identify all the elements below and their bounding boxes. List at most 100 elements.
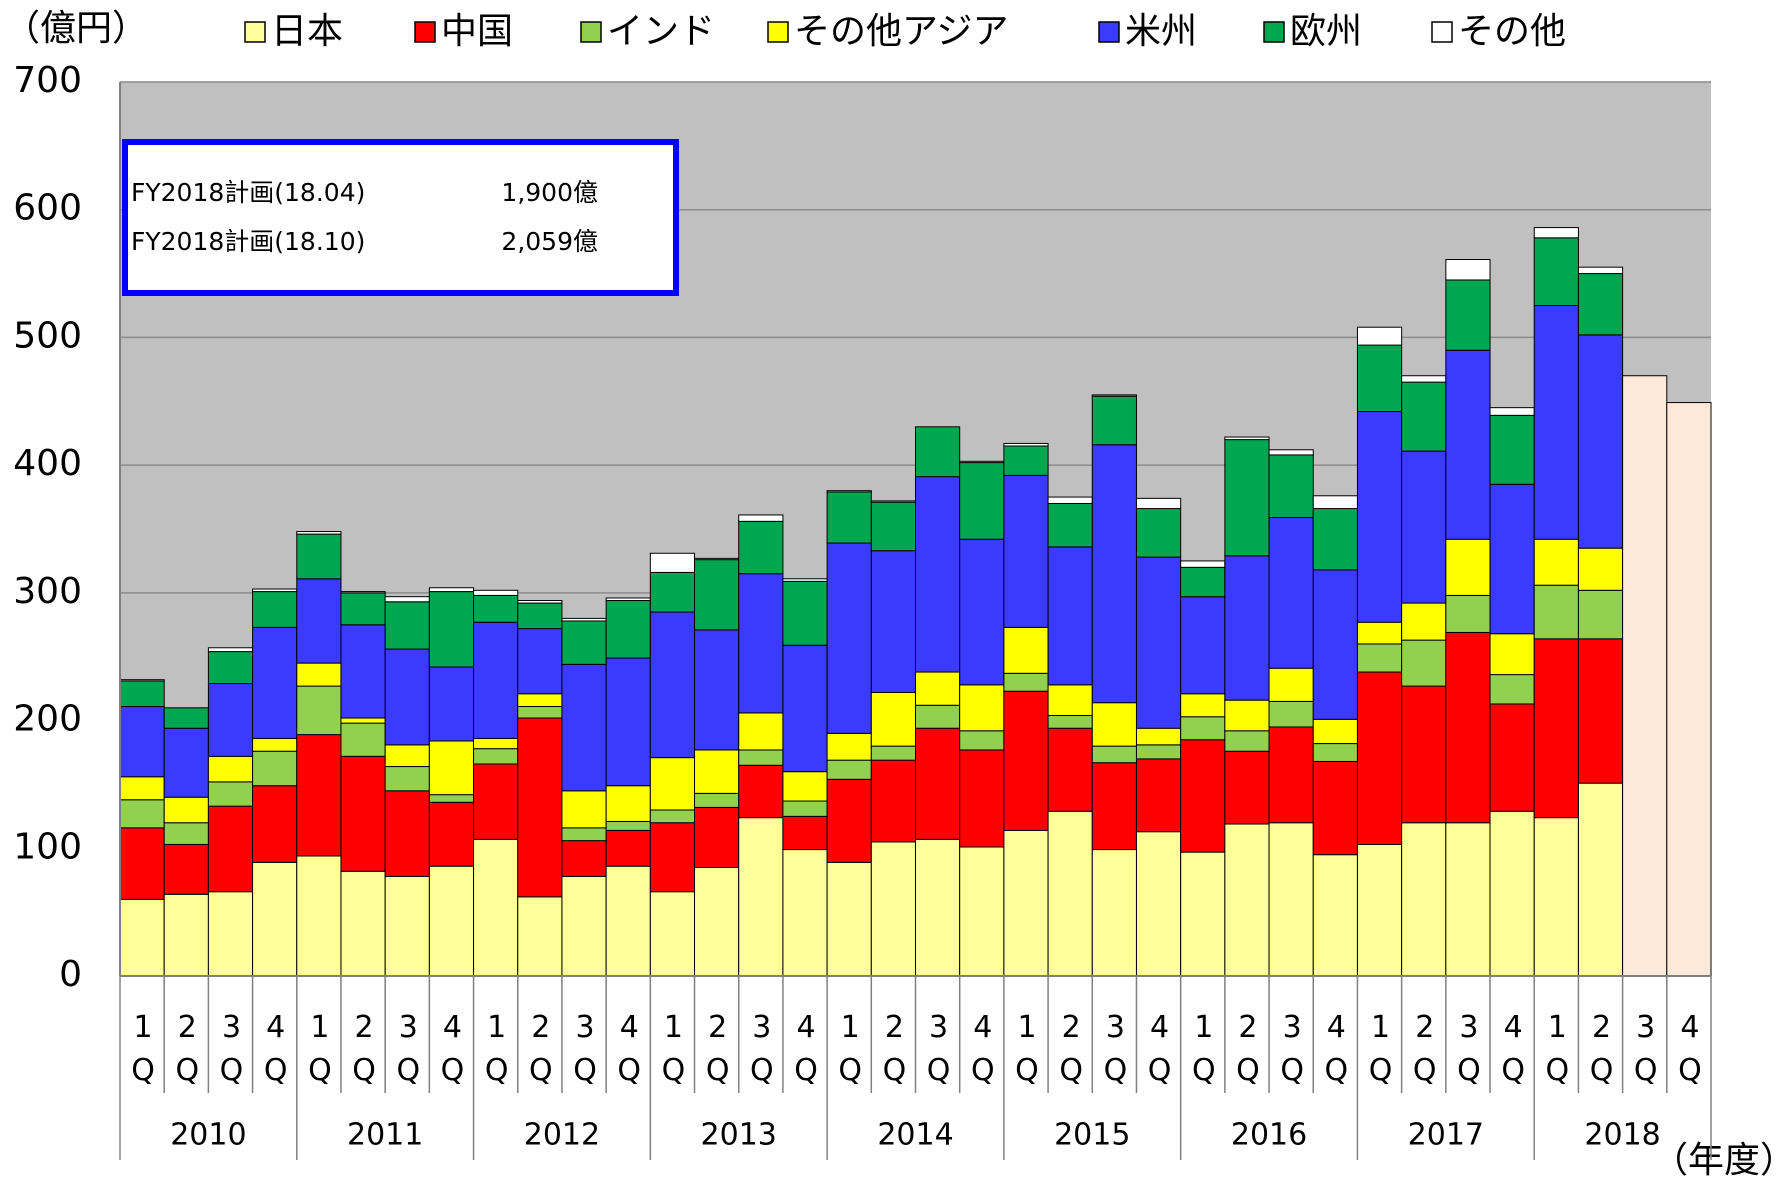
bar-segment [1577, 334, 1624, 549]
bar-segment [959, 846, 1005, 977]
x-tick-label: 4Q [612, 1010, 647, 1096]
bar-segment [605, 597, 651, 602]
bar-segment [826, 732, 872, 761]
bar-segment [1489, 810, 1535, 977]
bar-segment [605, 785, 651, 822]
bar-segment [561, 790, 607, 829]
bar-segment [782, 580, 828, 646]
bar-segment [1268, 449, 1314, 456]
x-tick-label: 2Q [1054, 1010, 1089, 1096]
bar-segment [1047, 727, 1093, 812]
x-tick-label: 2Q [347, 1010, 382, 1096]
bar-segment [384, 766, 430, 792]
y-tick-label: 400 [13, 443, 82, 484]
bar-segment [1533, 538, 1579, 586]
bar-segment [605, 657, 651, 787]
bar-segment [1224, 730, 1270, 752]
x-tick-label: 3Q [744, 1010, 779, 1096]
bar-segment [1356, 411, 1403, 623]
year-label: 2013 [701, 1118, 777, 1153]
bar-segment [473, 589, 519, 596]
x-tick-label: 1Q [1540, 1010, 1575, 1096]
bar-segment [561, 875, 607, 977]
x-tick-label: 4Q [1496, 1010, 1531, 1096]
bar-segment [605, 600, 651, 659]
bar-segment [1489, 407, 1535, 416]
x-tick-label: 1Q [302, 1010, 337, 1096]
bar-segment [1356, 843, 1403, 977]
bar-segment [649, 611, 696, 759]
annotation-box [122, 139, 679, 296]
bar-segment [1224, 699, 1270, 732]
x-tick-label: 1Q [1009, 1010, 1044, 1096]
bar-segment [1489, 483, 1535, 635]
bar-segment [163, 893, 209, 977]
bar-segment [782, 771, 828, 802]
bar-segment [870, 691, 916, 747]
bar-segment [649, 571, 696, 613]
bar-segment [1356, 621, 1403, 645]
bar-segment [1533, 638, 1579, 819]
bar-segment [959, 684, 1005, 732]
bar-segment [870, 841, 916, 977]
bar-segment [1445, 822, 1491, 977]
x-tick-label: 1Q [833, 1010, 868, 1096]
bar-segment [1312, 743, 1358, 762]
bar-segment [384, 790, 430, 877]
bar-segment [1047, 502, 1093, 548]
bar-segment [959, 749, 1005, 848]
legend-label: インド [607, 11, 715, 52]
bar-segment [1577, 589, 1624, 640]
bar-segment [252, 785, 298, 863]
bar-segment [296, 855, 342, 977]
year-label: 2015 [1054, 1118, 1130, 1153]
y-unit: （億円） [4, 8, 148, 49]
x-tick-label: 4Q [435, 1010, 470, 1096]
bar-segment [561, 620, 607, 665]
bar-segment [296, 685, 342, 736]
bar-segment [296, 533, 342, 580]
bar-segment [296, 662, 342, 687]
bar-segment [517, 706, 563, 719]
bar-segment [1489, 674, 1535, 705]
bar-segment [1180, 739, 1226, 853]
bar-segment [340, 624, 386, 719]
legend-swatch [1263, 21, 1285, 43]
bar-segment [959, 460, 1005, 464]
bar-segment [1047, 496, 1093, 504]
bar-segment [1180, 851, 1226, 977]
bar-segment [1003, 690, 1049, 831]
bar-segment [473, 748, 519, 765]
bar-segment [163, 727, 209, 798]
bar-segment [1445, 594, 1491, 633]
bar-segment [649, 809, 696, 824]
bar-segment [473, 621, 519, 739]
x-tick-label: 2Q [877, 1010, 912, 1096]
x-tick-label: 2Q [700, 1010, 735, 1096]
x-tick-label: 3Q [1098, 1010, 1133, 1096]
bar-segment [207, 647, 254, 653]
bar-segment [694, 557, 740, 561]
bar-segment [1445, 538, 1491, 596]
bar-segment [694, 749, 740, 794]
bar-segment [1091, 849, 1137, 977]
forecast-bar [1622, 375, 1668, 977]
bar-segment [1489, 703, 1535, 812]
x-tick-label: 4Q [1319, 1010, 1354, 1096]
bar-segment [517, 628, 563, 695]
y-tick-label: 100 [13, 826, 82, 867]
bar-segment [1135, 497, 1182, 510]
bar-segment [1445, 259, 1491, 281]
bar-segment [649, 757, 696, 811]
bar-segment [1180, 596, 1226, 695]
bar-segment [252, 737, 298, 752]
legend-swatch [244, 21, 266, 43]
bar-segment [1224, 823, 1270, 977]
bar-segment [384, 744, 430, 768]
bar-segment [119, 706, 165, 778]
bar-segment [252, 591, 298, 628]
bar-segment [1224, 439, 1270, 557]
x-tick-label: 1Q [1186, 1010, 1221, 1096]
annotation-label: FY2018計画(18.10) [131, 227, 365, 256]
